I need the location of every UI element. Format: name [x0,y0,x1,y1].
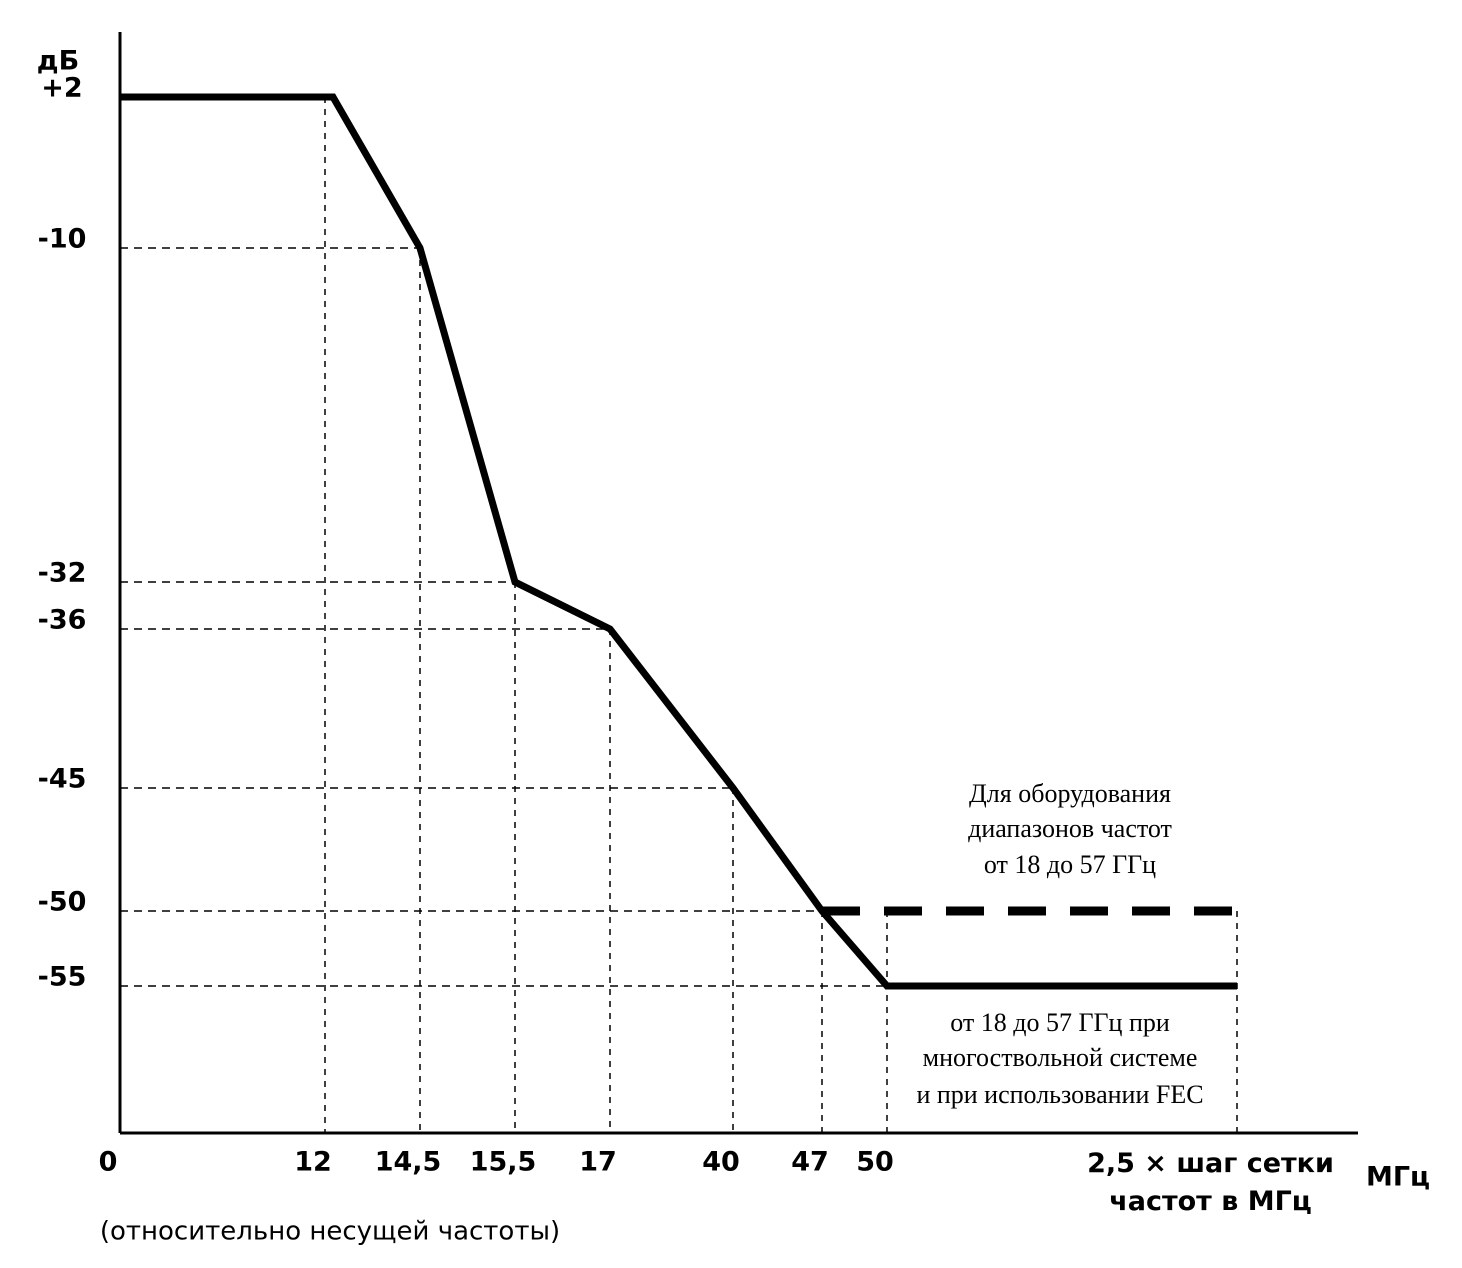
x-tick-label: 2,5 × шаг сетки частот в МГц [1087,1148,1334,1217]
x-tick-label: 40 [702,1147,740,1178]
y-tick-label: +2 [41,73,82,104]
x-tick-label: 50 [856,1147,894,1178]
y-tick-label: -10 [38,224,87,255]
y-tick-label: -50 [38,887,87,918]
y-tick-label: -45 [38,764,87,795]
y-tick-label: -36 [38,605,87,636]
y-tick-label: -55 [38,962,87,993]
annotation: от 18 до 57 ГГц при [950,1008,1170,1037]
x-tick-label: 14,5 [375,1147,442,1178]
mask-line [120,93,1237,990]
y-label: дБ [37,46,79,77]
x-tick-label: 12 [294,1147,332,1178]
x-note: (относительно несущей частоты) [100,1217,560,1247]
annotation: от 18 до 57 ГГц [984,850,1156,879]
x-tick-label: 17 [579,1147,617,1178]
annotation: диапазонов частот [968,814,1172,843]
annotation: многоствольной системе [923,1043,1198,1072]
x-tick-label: 47 [791,1147,829,1178]
x-tick-label: 0 [99,1147,118,1178]
annotation: Для оборудования [969,779,1171,808]
x-tick-label: 15,5 [470,1147,537,1178]
annotation: и при использовании FEC [916,1080,1203,1109]
y-tick-label: -32 [38,558,87,589]
x-unit: МГц [1366,1162,1430,1193]
